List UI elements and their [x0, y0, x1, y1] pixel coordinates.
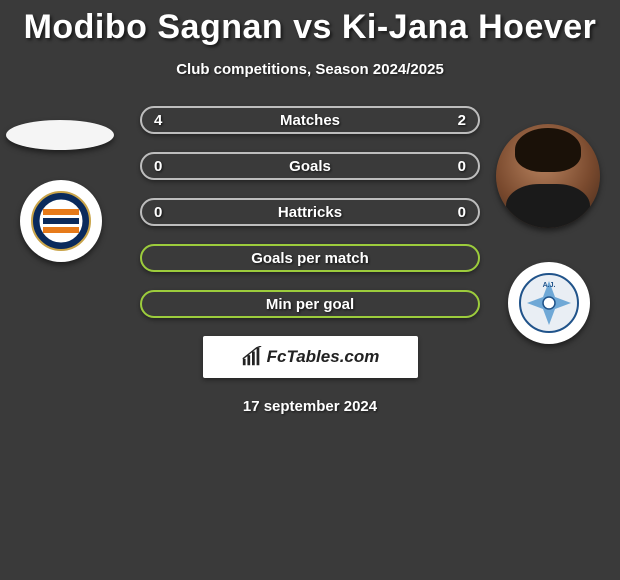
brand-text: FcTables.com: [267, 347, 380, 367]
stat-row: 0 Hattricks 0: [140, 198, 480, 226]
stat-left-value: 0: [154, 204, 162, 221]
stat-label: Goals per match: [251, 250, 369, 267]
stat-label: Goals: [289, 158, 331, 175]
stat-row: 4 Matches 2: [140, 106, 480, 134]
stat-row: Min per goal: [140, 290, 480, 318]
stat-row: 0 Goals 0: [140, 152, 480, 180]
stat-row: Goals per match: [140, 244, 480, 272]
stats-block: 4 Matches 2 0 Goals 0 0 Hattricks 0 Goals per mat…: [0, 106, 620, 415]
page-title: Modibo Sagnan vs Ki-Jana Hoever: [0, 0, 620, 47]
stat-left-value: 4: [154, 112, 162, 129]
stat-label: Min per goal: [266, 296, 354, 313]
subtitle: Club competitions, Season 2024/2025: [0, 61, 620, 78]
brand-badge: FcTables.com: [203, 336, 418, 378]
stat-right-value: 0: [458, 158, 466, 175]
stat-label: Hattricks: [278, 204, 342, 221]
chart-icon: [241, 346, 263, 368]
stat-label: Matches: [280, 112, 340, 129]
stats-rows: 4 Matches 2 0 Goals 0 0 Hattricks 0 Goals per mat…: [140, 106, 480, 318]
stat-right-value: 0: [458, 204, 466, 221]
stat-right-value: 2: [458, 112, 466, 129]
date-label: 17 september 2024: [0, 398, 620, 415]
stat-left-value: 0: [154, 158, 162, 175]
